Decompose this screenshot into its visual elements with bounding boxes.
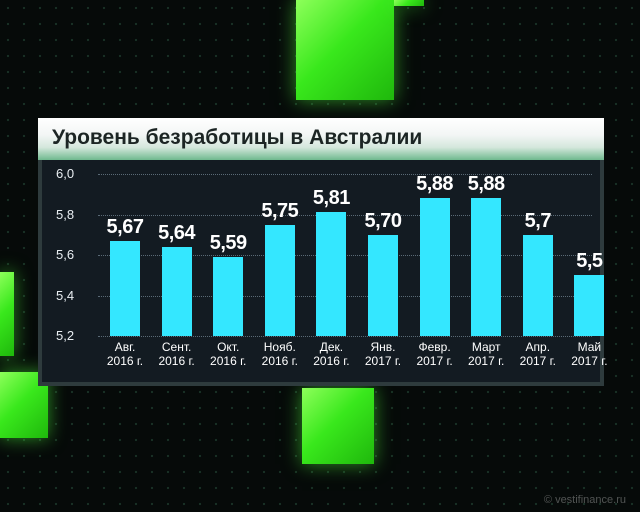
bar-value-label: 5,67 (106, 215, 144, 238)
bar-value-label: 5,64 (158, 221, 196, 244)
bar-value-label: 5,75 (261, 199, 299, 222)
chart-panel: Уровень безработицы в Австралии 5,2 5,4 5,… (38, 118, 608, 386)
chart-title-bar: Уровень безработицы в Австралии (38, 118, 604, 160)
bar-value-label: 5,81 (312, 187, 350, 210)
y-tick-label: 5,2 (56, 328, 75, 343)
bar (264, 224, 295, 336)
bar (110, 240, 140, 336)
x-tick-label: Дек. 2016 г. (313, 340, 350, 368)
bar (316, 212, 347, 336)
gridline (98, 174, 592, 175)
watermark: © vestifinance.ru (543, 494, 626, 506)
x-tick-label: Май 2017 г. (571, 340, 608, 368)
bar (471, 198, 502, 336)
decorative-green-cube (0, 272, 14, 356)
decorative-green-cube (394, 0, 424, 6)
bar (522, 234, 553, 336)
gridline (98, 336, 592, 337)
bar-value-label: 5,5 (576, 250, 603, 273)
decorative-green-cube (296, 0, 394, 100)
x-tick-label: Нояб. 2016 г. (261, 340, 298, 368)
bar-value-label: 5,59 (209, 232, 247, 255)
bar (161, 246, 192, 336)
bar-value-label: 5,70 (364, 209, 402, 232)
bar-value-label: 5,88 (467, 173, 505, 196)
bar-value-label: 5,7 (524, 209, 552, 232)
bar (213, 257, 244, 336)
chart-title: Уровень безработицы в Австралии (52, 126, 423, 149)
x-tick-label: Сент. 2016 г. (158, 340, 195, 368)
bar-value-label: 5,88 (416, 173, 454, 196)
y-tick-label: 5,6 (56, 247, 75, 262)
y-tick-label: 5,8 (56, 206, 75, 222)
x-tick-label: Март 2017 г. (468, 340, 505, 368)
x-tick-label: Окт. 2016 г. (210, 340, 247, 368)
x-tick-label: Апр. 2017 г. (519, 340, 556, 368)
y-tick-label: 6,0 (56, 166, 75, 181)
bar (368, 234, 398, 336)
bar (419, 198, 450, 336)
plot-area: 5,2 5,4 5,6 5,8 6,0 5,67 Авг. 2016 г. 5,64 Сент. 2… (42, 160, 608, 382)
x-tick-label: Янв. 2017 г. (364, 340, 402, 368)
x-tick-label: Февр. 2017 г. (416, 340, 453, 368)
y-tick-label: 5,4 (56, 287, 75, 303)
x-tick-label: Авг. 2016 г. (106, 340, 144, 368)
decorative-green-cube (302, 388, 374, 464)
bar (574, 275, 605, 336)
